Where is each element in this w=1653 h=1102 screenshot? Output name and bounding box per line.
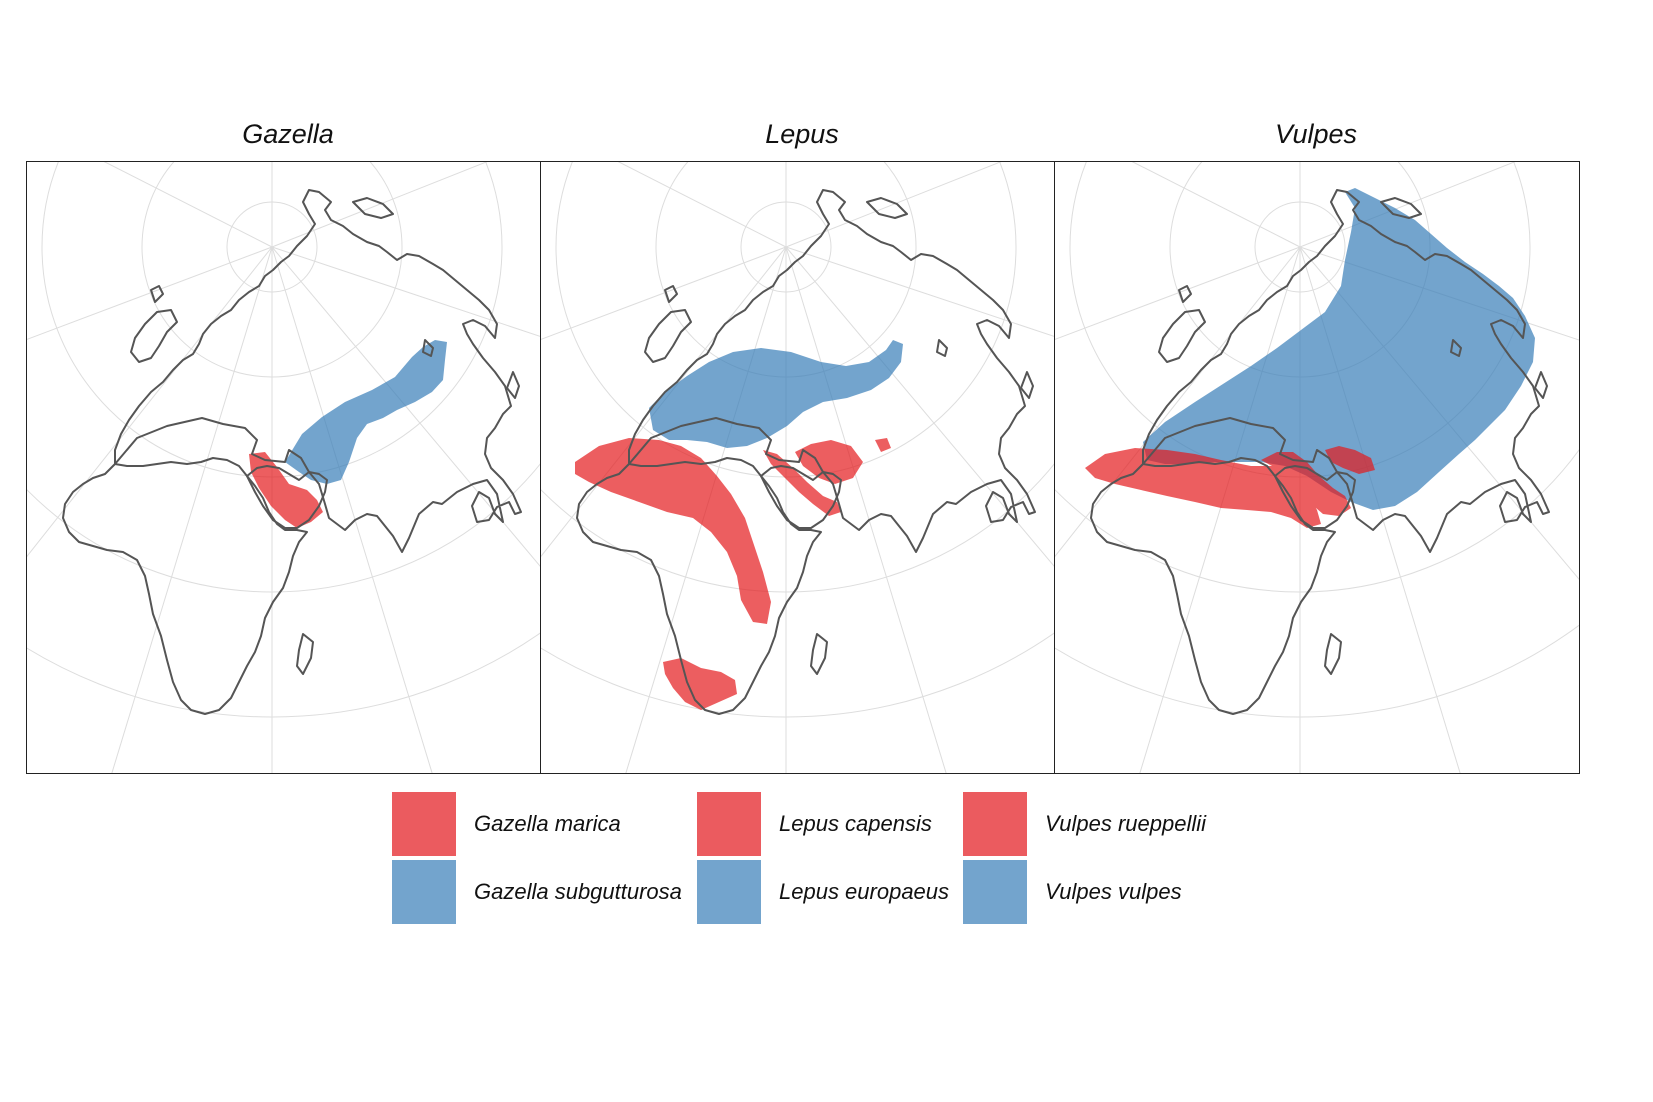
legend-swatch-blue (392, 860, 456, 924)
range-lepus-europaeus (649, 340, 903, 448)
legend-label-lepus-europaeus: Lepus europaeus (779, 879, 950, 904)
map-panel-lepus (540, 161, 1066, 774)
legend-swatch-red (392, 792, 456, 856)
map-lepus (541, 162, 1065, 773)
panel-title-gazella: Gazella (242, 119, 334, 149)
panel-title-vulpes: Vulpes (1274, 119, 1358, 149)
legend-swatch-red (963, 792, 1027, 856)
map-panel-gazella (26, 161, 552, 774)
range-vulpes-vulpes (1143, 188, 1535, 510)
legend-swatch-red (697, 792, 761, 856)
legend-label-vulpes-vulpes: Vulpes vulpes (1045, 879, 1182, 904)
legend-swatch-blue (963, 860, 1027, 924)
legend-label-gazella-marica: Gazella marica (474, 811, 621, 836)
range-gazella-marica (249, 452, 323, 528)
map-gazella (27, 162, 551, 773)
legend-label-gazella-subgutturosa: Gazella subgutturosa (474, 879, 682, 904)
map-vulpes (1055, 162, 1579, 773)
legend-swatch-blue (697, 860, 761, 924)
map-panel-vulpes (1054, 161, 1580, 774)
legend-label-lepus-capensis: Lepus capensis (779, 811, 932, 836)
panel-title-lepus: Lepus (765, 119, 839, 149)
legend-label-vulpes-rueppellii: Vulpes rueppellii (1045, 811, 1207, 836)
range-gazella-subgutturosa (285, 340, 447, 484)
range-lepus-capensis (575, 438, 891, 710)
